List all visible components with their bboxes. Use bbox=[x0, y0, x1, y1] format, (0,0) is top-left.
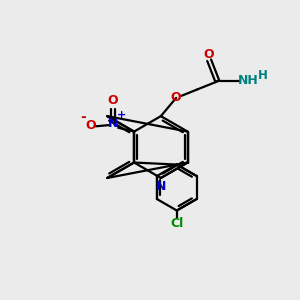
Text: O: O bbox=[108, 94, 118, 107]
Text: O: O bbox=[171, 91, 181, 104]
Text: H: H bbox=[257, 69, 267, 82]
Text: O: O bbox=[86, 118, 96, 132]
Text: +: + bbox=[116, 110, 126, 120]
Text: NH: NH bbox=[238, 74, 259, 87]
Text: O: O bbox=[203, 48, 214, 62]
Text: Cl: Cl bbox=[170, 217, 183, 230]
Text: N: N bbox=[156, 180, 167, 193]
Text: N: N bbox=[108, 117, 119, 130]
Text: -: - bbox=[81, 110, 86, 124]
